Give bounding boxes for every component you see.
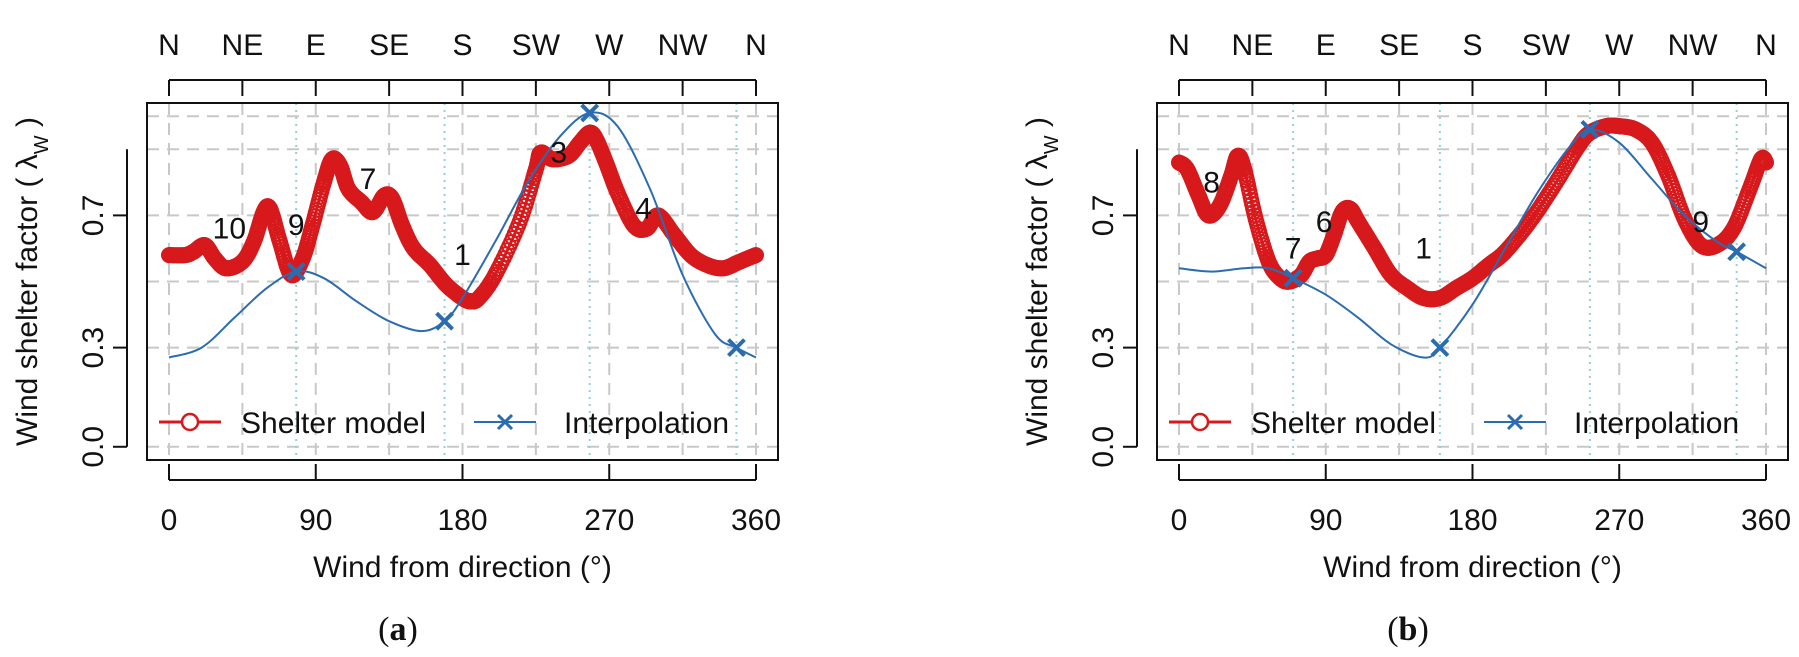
legend-interp-label: Interpolation [1574,407,1739,440]
legend-interp-marker [496,413,514,431]
interpolation-marker [1283,268,1303,288]
shelter-model-series [161,124,764,310]
shelter-line [1178,123,1768,301]
interpolation-marker [435,311,454,331]
compass-label: NW [658,29,709,62]
legend-shelter-marker [1190,412,1210,432]
marker-stroke [1283,268,1303,288]
cluster-label: 4 [635,193,652,226]
shelter-model-series [1171,117,1774,308]
plot-frame [1156,102,1789,461]
grid [147,103,778,460]
x-tick-label: 270 [1594,504,1644,537]
compass-label: N [158,29,180,62]
cluster-label: 9 [288,209,305,242]
y-tick-label: 0.7 [77,195,110,237]
y-axis-title: Wind shelter factor ( λW ) [11,117,53,446]
interpolation-marker [1727,242,1747,262]
interpolation-marker [727,338,746,358]
legend-shelter-marker [180,412,200,432]
compass-label: W [595,29,624,62]
compass-label: S [1462,29,1482,62]
panel-label: (a) [378,611,418,648]
legend-shelter-label: Shelter model [241,407,426,440]
marker-stroke [435,311,454,331]
plot-frame [146,102,779,461]
marker-stroke [727,338,746,358]
compass-label: N [745,29,767,62]
x-tick-label: 0 [161,504,178,537]
marker-stroke [1727,242,1747,262]
panel-b: 8 67 1 9 N NE E SE S SW W NW N 0 90 180 270 360 Wind from … [1021,29,1791,648]
compass-label: E [1316,29,1336,62]
compass-label: SE [1379,29,1419,62]
x-tick-label: 90 [299,504,332,537]
panel-label: (b) [1387,611,1429,648]
legend-interp-label: Interpolation [564,407,729,440]
y-tick-label: 0.0 [77,426,110,468]
x-tick-label: 180 [1447,504,1497,537]
y-axis-title: Wind shelter factor ( λW ) [1021,117,1063,446]
x-tick-label: 180 [437,504,487,537]
legend-interp-marker [1506,413,1524,431]
compass-label: NE [222,29,264,62]
cluster-label: 7 [360,163,377,196]
y-tick-label: 0.0 [1087,426,1120,468]
y-tick-label: 0.7 [1087,195,1120,237]
compass-label: SW [512,29,561,62]
interpolation-marker [1430,338,1450,358]
panel-a: 10 9 7 1 3 4 N NE E SE S SW W NW N 0 90 180 270 360 Wind fro… [11,29,781,648]
interpolation-line [1178,128,1767,359]
compass-label: N [1755,29,1777,62]
cluster-label: 9 [1692,206,1709,239]
legend: Shelter model Interpolation [1169,407,1739,440]
cluster-label: 6 [1316,206,1333,239]
x-axis-title: Wind from direction (°) [313,551,612,584]
cluster-label: 10 [213,213,246,246]
cluster-label: 8 [1203,166,1220,199]
x-tick-label: 90 [1309,504,1342,537]
compass-label: E [306,29,326,62]
compass-label: W [1605,29,1634,62]
cluster-label: 1 [454,239,471,272]
legend: Shelter model Interpolation [159,407,729,440]
x-tick-label: 360 [1741,504,1791,537]
x-tick-label: 360 [731,504,781,537]
x-tick-label: 270 [584,504,634,537]
compass-label: NW [1668,29,1719,62]
compass-label: N [1168,29,1190,62]
x-tick-label: 0 [1171,504,1188,537]
interpolation-marker [1580,120,1600,139]
y-tick-label: 0.3 [1087,327,1120,369]
marker-stroke [286,262,306,281]
x-axis-title: Wind from direction (°) [1323,551,1622,584]
cluster-label: 7 [1285,232,1302,265]
legend-shelter-label: Shelter model [1251,407,1436,440]
compass-label: SE [369,29,409,62]
compass-label: NE [1232,29,1274,62]
interpolation-marker [580,103,600,123]
cluster-label: 1 [1415,232,1432,265]
marker-stroke [1430,338,1450,358]
shelter-line [168,131,757,303]
marker-stroke [580,103,600,123]
compass-label: SW [1522,29,1571,62]
shelter-point [748,247,764,264]
marker-stroke [1580,120,1600,139]
cluster-label: 3 [550,137,567,170]
compass-label: S [452,29,472,62]
y-tick-label: 0.3 [77,327,110,369]
interpolation-line [168,111,757,359]
interpolation-marker [286,262,306,281]
